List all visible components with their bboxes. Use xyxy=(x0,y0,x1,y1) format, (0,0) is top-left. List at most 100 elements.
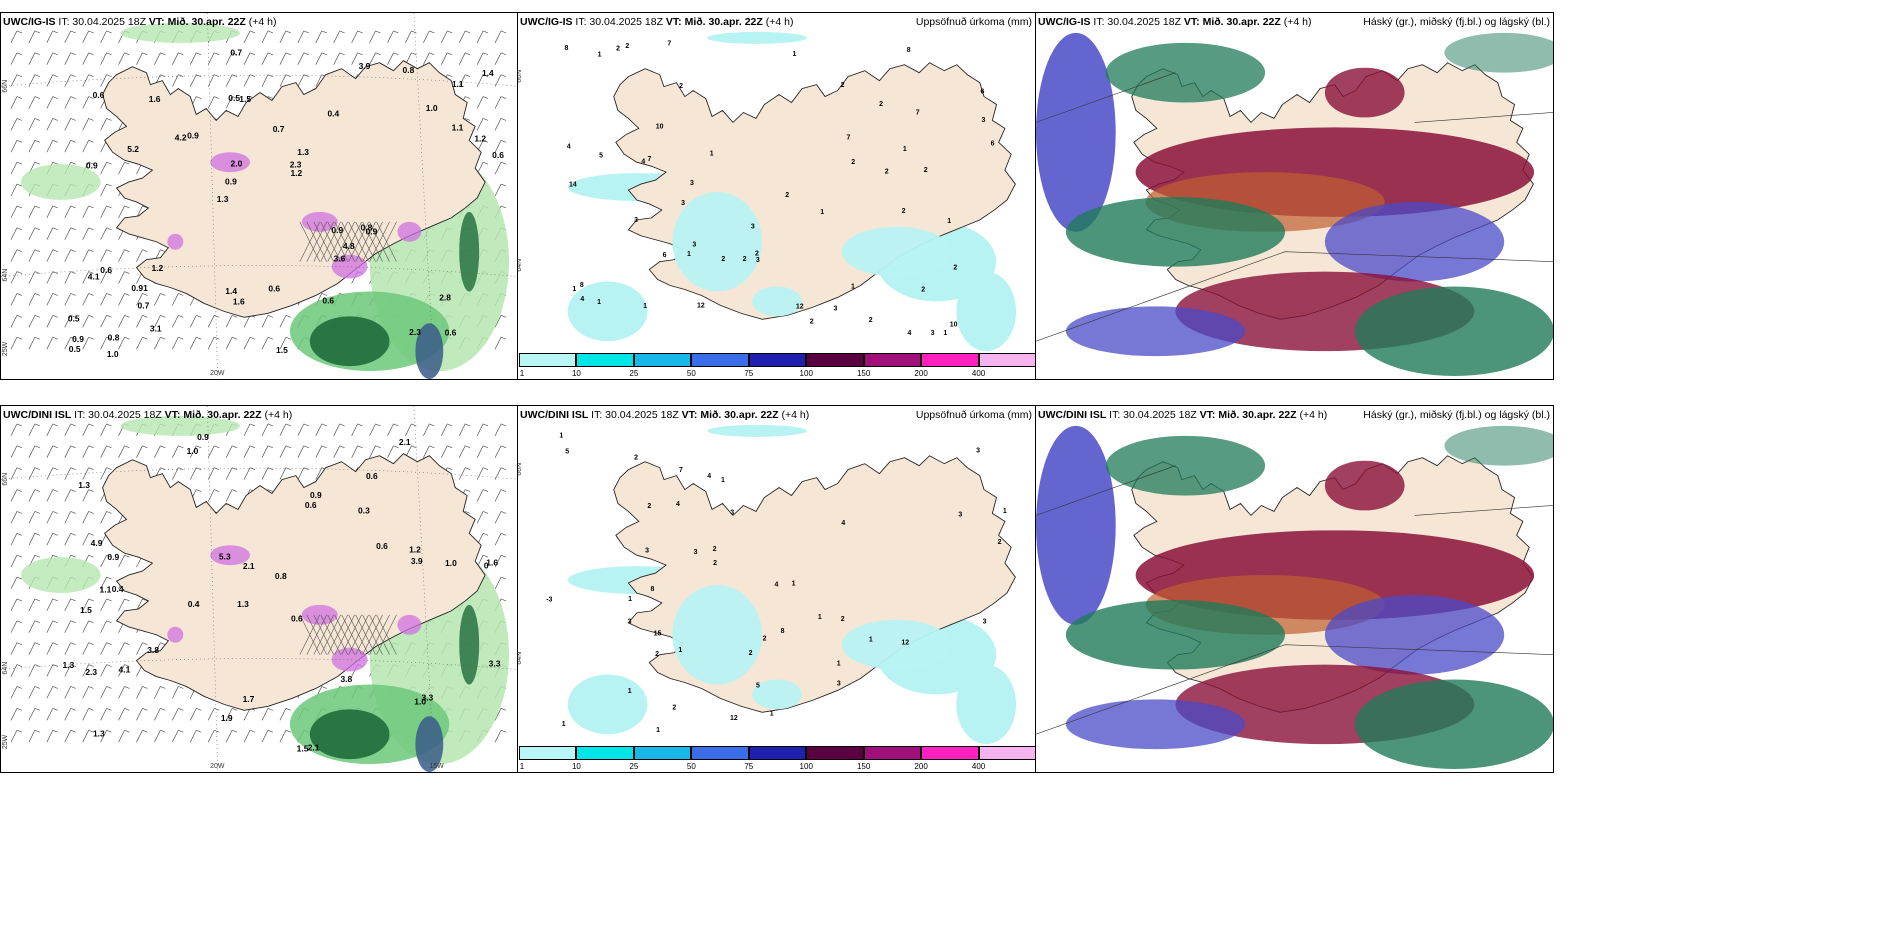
wind-barb xyxy=(154,708,166,721)
wind-barb xyxy=(82,52,94,65)
lead-time: (+4 h) xyxy=(264,409,293,421)
wind-barb xyxy=(458,74,471,87)
value-label: 2 xyxy=(998,539,1002,546)
value-label: 10 xyxy=(656,123,664,130)
wind-barb xyxy=(297,445,309,458)
wind-barb xyxy=(458,467,471,480)
wind-barb xyxy=(10,118,23,131)
valid-time: Mið. 30.apr. 22Z xyxy=(167,16,246,28)
lat-label: 64N xyxy=(2,662,9,675)
lon-label: 25W xyxy=(2,341,9,356)
model-name: UWC/IG-IS xyxy=(1038,16,1091,28)
wind-barb xyxy=(476,467,489,480)
gust-patches xyxy=(167,152,422,279)
wind-barb xyxy=(10,576,23,590)
wind-barb xyxy=(82,664,94,677)
wind-barb xyxy=(118,249,130,262)
wind-barb xyxy=(46,664,58,677)
field-blob xyxy=(309,709,390,760)
wind-barb xyxy=(100,227,112,240)
value-label: 0.9 xyxy=(187,130,199,140)
wind-barb xyxy=(297,467,309,480)
valid-time: Mið. 30.apr. 22Z xyxy=(183,409,262,421)
value-label: 1.6 xyxy=(149,94,161,104)
wind-barb xyxy=(64,271,76,284)
value-label: 3 xyxy=(958,512,962,519)
wind-barb xyxy=(28,249,40,262)
value-label: 10 xyxy=(950,321,958,328)
high-cloud xyxy=(1324,67,1405,118)
colorbar-swatch xyxy=(576,353,634,367)
value-label: 2 xyxy=(851,159,855,166)
field-blob xyxy=(210,152,251,173)
wind-barb xyxy=(64,293,76,306)
wind-barb xyxy=(46,532,58,546)
wind-barb xyxy=(136,293,148,306)
wind-barb xyxy=(172,708,184,721)
wind-barb xyxy=(82,249,94,262)
wind-barb xyxy=(494,183,507,197)
wind-barb xyxy=(154,315,166,328)
wind-speed-field xyxy=(20,415,510,772)
wind-barb xyxy=(28,423,40,436)
value-label: 2 xyxy=(902,208,906,215)
colorbar-swatch xyxy=(863,746,922,760)
value-label: 1 xyxy=(792,51,796,58)
wind-barb xyxy=(458,423,471,436)
value-label: 0.3 xyxy=(358,505,370,515)
value-label: 2.8 xyxy=(439,293,451,303)
wind-barb xyxy=(207,445,220,458)
wind-barb xyxy=(494,467,507,480)
value-label: 1 xyxy=(770,711,774,718)
wind-barb xyxy=(207,729,220,743)
wind-barb xyxy=(64,139,76,153)
value-label: 3 xyxy=(681,200,685,207)
low-cloud xyxy=(1324,594,1505,675)
wind-barb xyxy=(100,664,112,677)
wind-barb xyxy=(10,554,23,568)
wind-barb xyxy=(207,96,220,109)
wind-barb xyxy=(494,532,507,546)
wind-barb xyxy=(10,74,23,87)
wind-barb xyxy=(476,74,489,87)
wind-barb xyxy=(440,30,453,43)
value-label: 3 xyxy=(692,242,696,249)
value-label: 1.0 xyxy=(187,446,199,456)
panel-dini-wind: UWC/DINI ISL IT: 30.04.2025 18Z VT: Mið.… xyxy=(0,405,518,773)
value-label: 1 xyxy=(721,477,725,484)
wind-barb xyxy=(64,227,76,240)
value-label: 0.9 xyxy=(86,160,98,170)
wind-barb xyxy=(64,467,76,480)
wind-barb xyxy=(82,30,94,43)
value-label: 2 xyxy=(679,83,683,90)
value-label: 12 xyxy=(697,303,705,310)
wind-barb xyxy=(315,52,327,65)
wind-barb xyxy=(46,315,58,328)
wind-barb xyxy=(136,708,148,721)
wind-barb xyxy=(172,336,184,350)
value-label: 1.6 xyxy=(486,558,498,568)
init-time: IT: 30.04.2025 18Z xyxy=(575,16,663,28)
wind-barb xyxy=(387,423,399,436)
value-label: 8 xyxy=(651,586,655,593)
value-label: 2 xyxy=(841,82,845,89)
field-blob xyxy=(397,614,422,635)
wind-barb xyxy=(172,686,184,699)
value-label: 7 xyxy=(648,156,652,163)
low-cloud xyxy=(1065,699,1246,750)
wind-barb xyxy=(118,729,130,743)
wind-barb xyxy=(28,664,40,677)
wind-barb xyxy=(279,52,292,65)
wind-barb xyxy=(494,161,507,175)
wind-barb xyxy=(225,445,238,458)
lat-label: 64N xyxy=(518,652,523,665)
value-label: 1 xyxy=(598,52,602,59)
hatch-line xyxy=(320,221,341,262)
wind-barb xyxy=(189,729,202,743)
wind-barb xyxy=(297,423,309,436)
wind-barb xyxy=(494,315,507,328)
lat-label: 64N xyxy=(2,269,9,282)
value-label: 3.1 xyxy=(150,323,162,333)
wind-barb xyxy=(225,729,238,743)
